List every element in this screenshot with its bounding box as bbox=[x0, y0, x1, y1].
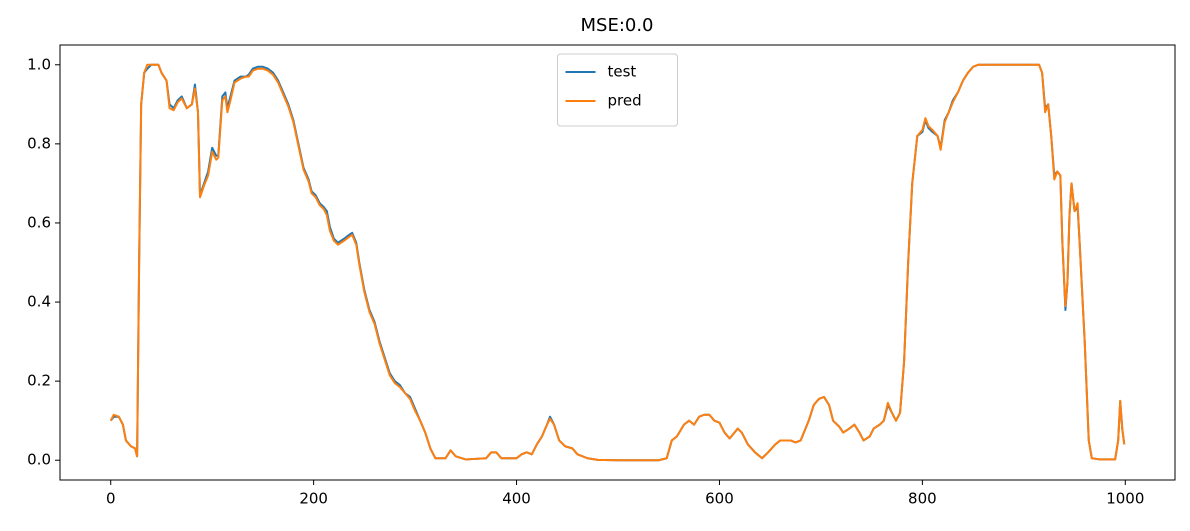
x-tick-label: 800 bbox=[908, 490, 937, 508]
x-tick-label: 1000 bbox=[1106, 490, 1144, 508]
plot-frame bbox=[59, 44, 1176, 481]
x-tick-label: 200 bbox=[299, 490, 328, 508]
y-tick-label: 0.4 bbox=[27, 293, 51, 311]
y-tick-label: 0.6 bbox=[27, 213, 51, 231]
legend-label: test bbox=[608, 63, 637, 81]
line-series bbox=[109, 63, 1126, 462]
legend-label: pred bbox=[608, 92, 642, 110]
x-tick-label: 600 bbox=[705, 490, 734, 508]
x-tick-label: 0 bbox=[106, 490, 116, 508]
x-tick-label: 400 bbox=[502, 490, 531, 508]
y-tick-label: 0.2 bbox=[27, 372, 51, 390]
chart-title: MSE:0.0 bbox=[580, 15, 653, 36]
y-tick-label: 0.0 bbox=[27, 451, 51, 469]
y-tick-label: 1.0 bbox=[27, 55, 51, 73]
y-tick-label: 0.8 bbox=[27, 134, 51, 152]
